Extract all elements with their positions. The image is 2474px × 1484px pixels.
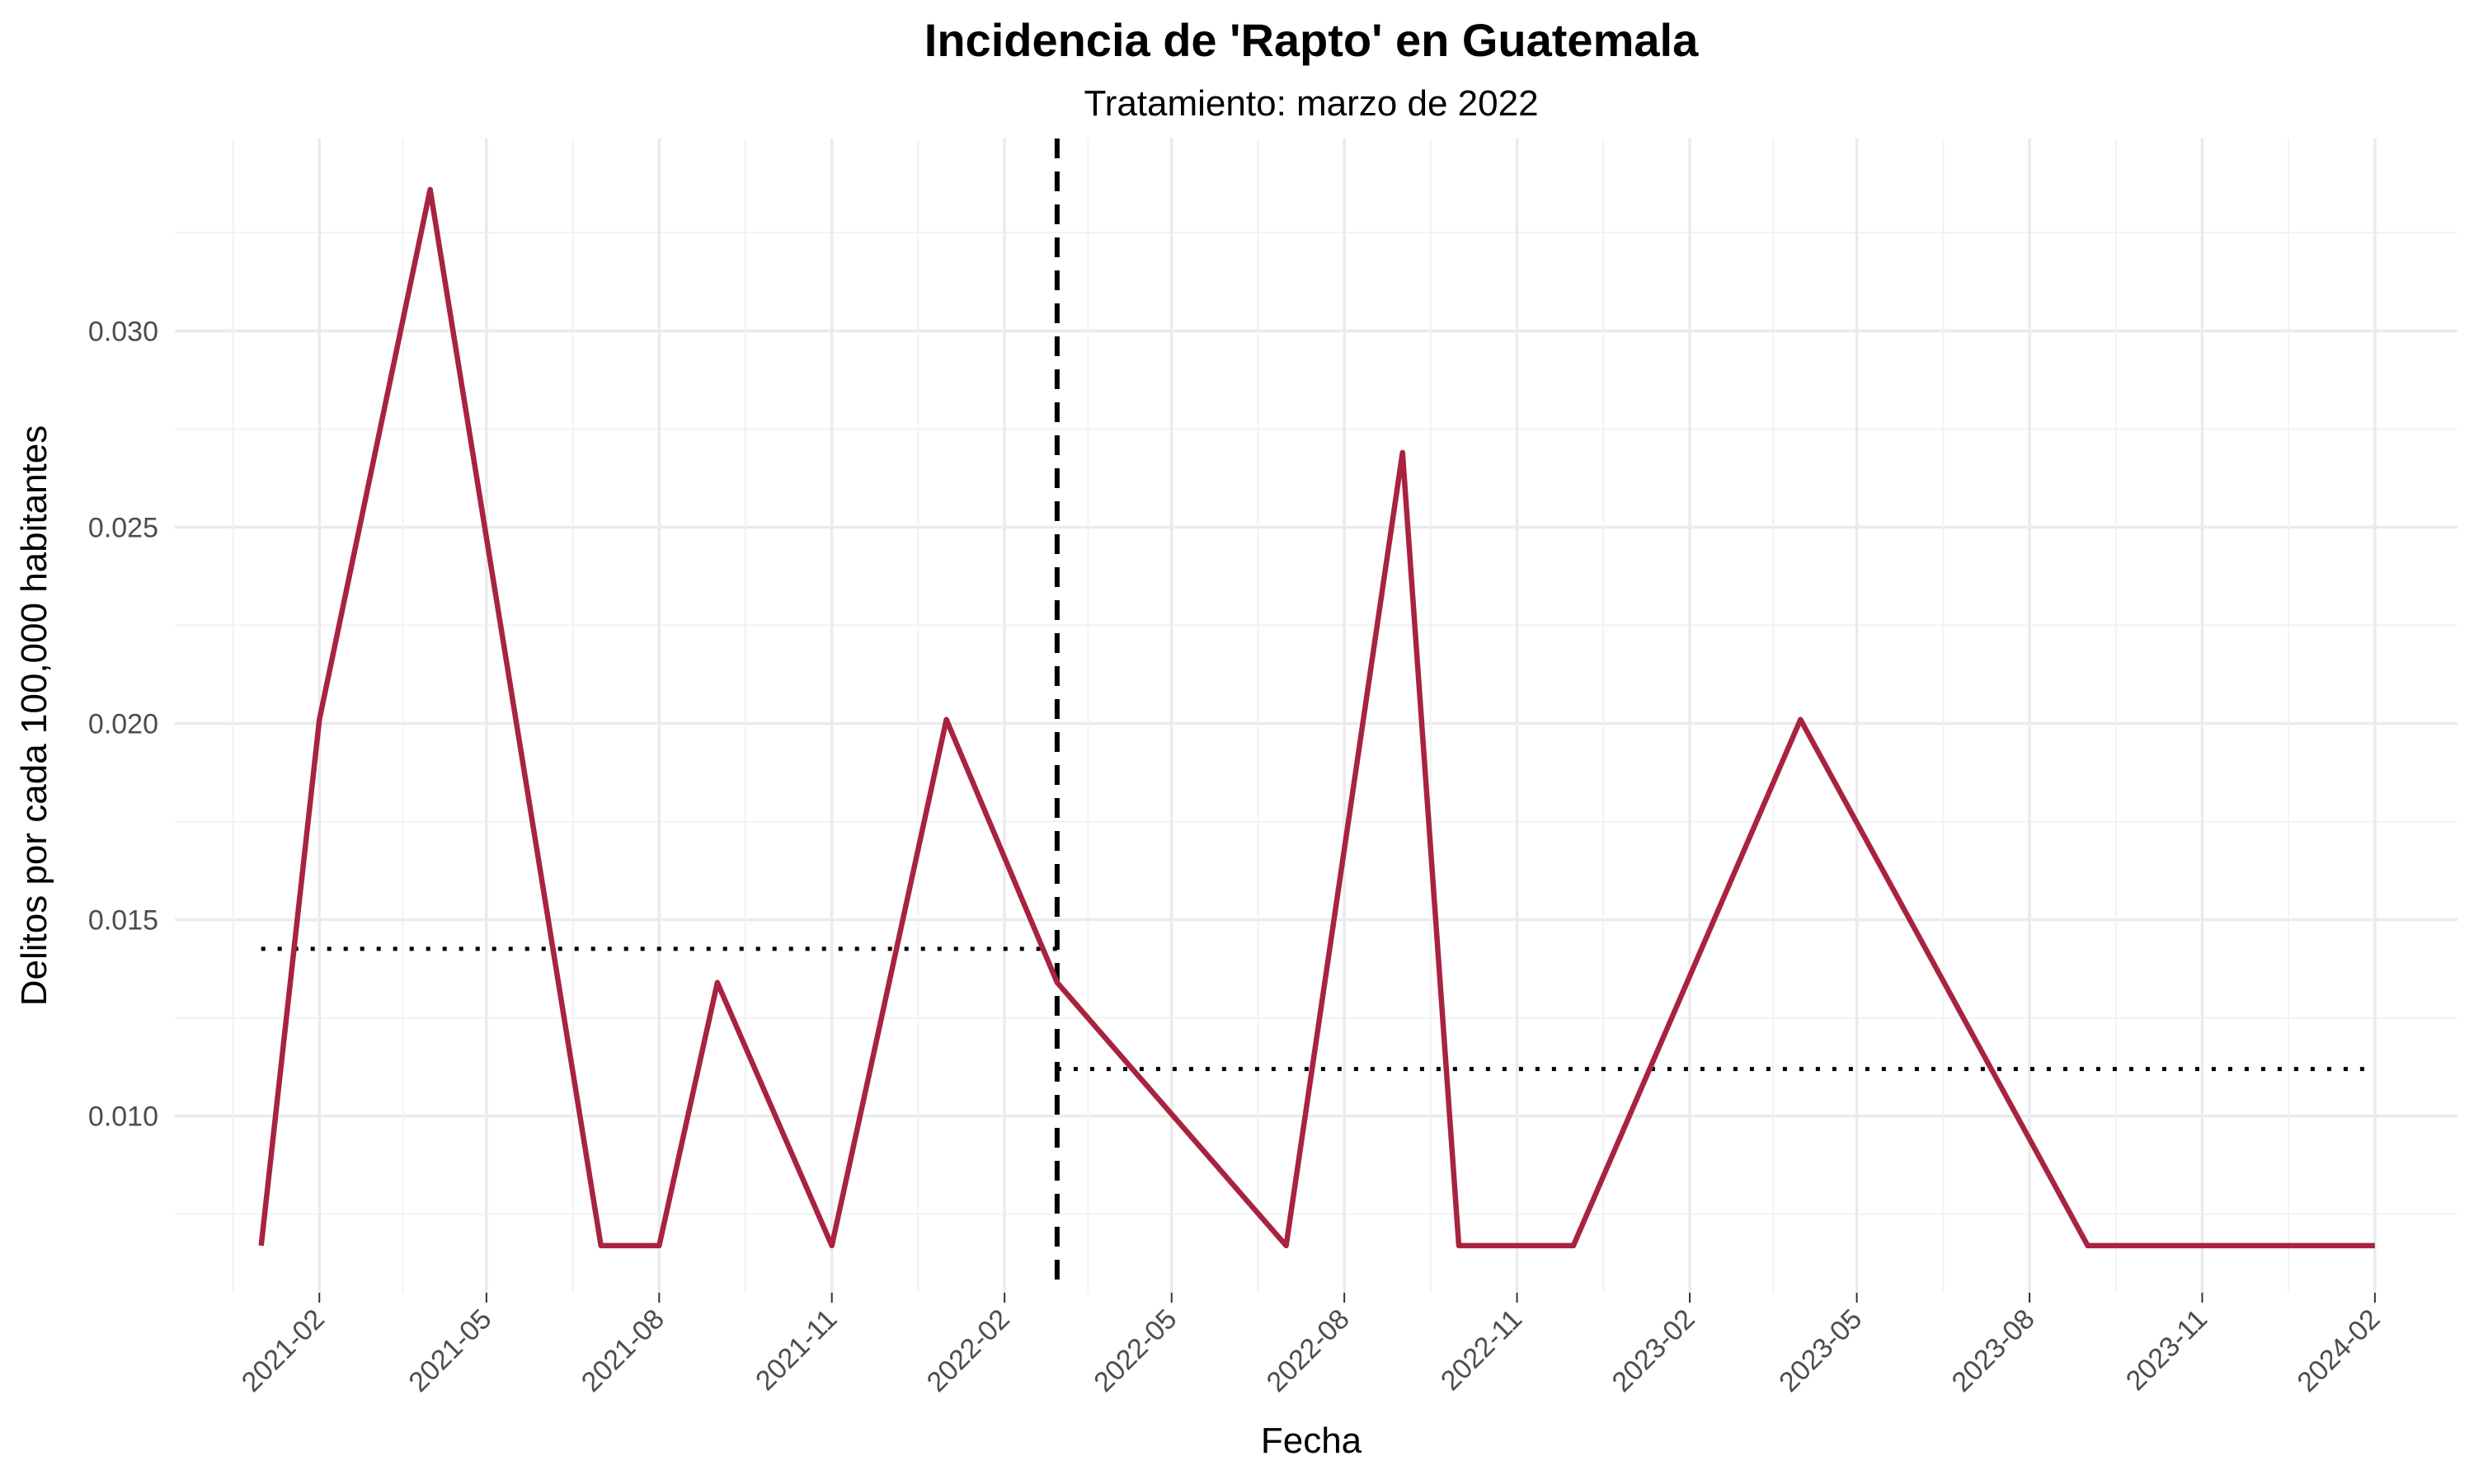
series-line bbox=[258, 186, 2375, 1249]
chart-subtitle: Tratamiento: marzo de 2022 bbox=[1084, 83, 1538, 124]
x-tick-label: 2021-08 bbox=[576, 1303, 670, 1398]
x-tick-label: 2024-02 bbox=[2291, 1303, 2386, 1398]
y-tick-label: 0.015 bbox=[88, 905, 158, 937]
x-axis: 2021-02 2021-05 2021-08 2021-11 2022-02 2022-… bbox=[236, 1293, 2386, 1398]
x-tick-label: 2023-05 bbox=[1773, 1303, 1868, 1398]
y-tick-label: 0.010 bbox=[88, 1101, 158, 1133]
x-axis-title: Fecha bbox=[1261, 1421, 1362, 1461]
x-tick-label: 2021-02 bbox=[236, 1303, 331, 1398]
y-axis: 0.010 0.015 0.020 0.025 0.030 bbox=[88, 316, 158, 1132]
x-tick-label: 2023-08 bbox=[1946, 1303, 2041, 1398]
y-tick-label: 0.030 bbox=[88, 316, 158, 347]
x-tick-label: 2021-11 bbox=[750, 1303, 843, 1397]
x-tick-label: 2022-08 bbox=[1261, 1303, 1356, 1398]
chart-title: Incidencia de 'Rapto' en Guatemala bbox=[924, 14, 1699, 66]
x-tick-label: 2021-05 bbox=[402, 1303, 497, 1398]
series-layer bbox=[258, 186, 2375, 1249]
x-tick-label: 2023-02 bbox=[1606, 1303, 1701, 1398]
y-tick-label: 0.020 bbox=[88, 709, 158, 740]
x-tick-label: 2022-11 bbox=[1435, 1303, 1528, 1397]
y-axis-title: Delitos por cada 100,000 habitantes bbox=[14, 425, 54, 1007]
reference-lines bbox=[261, 139, 2375, 1293]
x-tick-label: 2023-11 bbox=[2120, 1303, 2213, 1397]
x-tick-label: 2022-05 bbox=[1088, 1303, 1183, 1398]
x-tick-label: 2022-02 bbox=[921, 1303, 1016, 1398]
y-tick-label: 0.025 bbox=[88, 512, 158, 543]
